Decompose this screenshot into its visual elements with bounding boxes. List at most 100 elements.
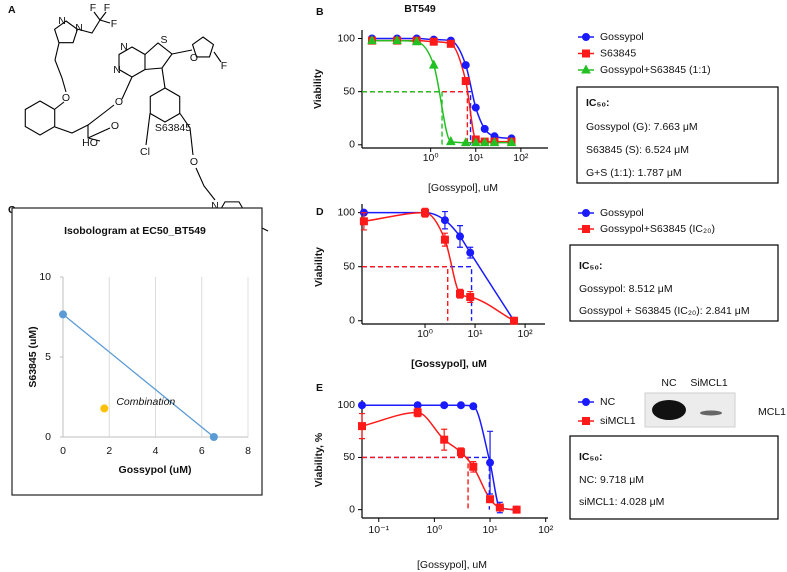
data-point	[479, 137, 490, 147]
bond	[191, 36, 215, 58]
x-tick-label: 10¹	[468, 152, 484, 164]
data-point	[506, 137, 517, 147]
legend-label: Gossypol+S63845 (1:1)	[600, 64, 711, 76]
atom-label: N	[58, 15, 66, 27]
chart-title: BT549	[404, 3, 436, 15]
bond	[53, 20, 79, 44]
atom-label: N	[120, 41, 128, 53]
chart-frame	[11, 207, 263, 496]
x-tick-label: 10¹	[467, 328, 483, 340]
atom-label: HO	[82, 137, 98, 149]
blot-target-label: MCL1	[758, 406, 786, 418]
data-point	[470, 137, 481, 147]
y-tick-label: 50	[343, 451, 355, 463]
ic50-box	[576, 86, 779, 184]
data-point	[358, 401, 366, 410]
x-tick-label: 10⁰	[423, 152, 439, 164]
x-axis-label: [Gossypol], uM	[411, 358, 487, 370]
data-point	[460, 137, 471, 147]
atom-label: O	[62, 92, 70, 104]
bond	[99, 11, 107, 21]
legend-label: Gossypol	[600, 31, 644, 43]
data-point	[358, 422, 366, 431]
ic50-box	[569, 435, 779, 520]
panel-label: E	[316, 382, 323, 394]
blot-band	[700, 410, 722, 416]
x-axis-label: [Gossypol], uM	[417, 559, 487, 571]
legend-label: Gossypol	[600, 207, 644, 219]
atom-label: N	[75, 22, 83, 34]
data-point	[421, 208, 430, 217]
bond	[99, 19, 111, 24]
data-point	[461, 77, 470, 86]
compound-name: S63845	[155, 122, 191, 134]
data-point	[392, 35, 402, 45]
data-point	[209, 433, 218, 441]
data-point	[440, 401, 449, 410]
data-point	[466, 248, 475, 257]
atom-label: O	[190, 156, 198, 168]
data-point	[411, 36, 422, 46]
bond	[213, 51, 222, 63]
data-point	[359, 217, 368, 226]
bond	[54, 42, 67, 93]
x-tick-label: 4	[153, 445, 159, 457]
atom-label: F	[111, 18, 117, 30]
legend-label: siMCL1	[600, 415, 636, 427]
bond	[121, 76, 133, 100]
ic50-value: G+S (1:1): 1.787 μM	[586, 167, 682, 179]
x-tick-label: 10²	[538, 524, 554, 536]
x-tick-label: 10²	[513, 152, 529, 164]
bond	[149, 87, 181, 123]
bond	[54, 104, 115, 134]
x-tick-label: 2	[106, 445, 112, 457]
blot-lane-label: NC	[661, 377, 677, 389]
data-point	[461, 61, 470, 70]
data-point	[440, 216, 449, 225]
atom-label: Cl	[140, 146, 150, 158]
data-point	[440, 235, 449, 244]
bond	[54, 101, 65, 110]
data-point	[495, 503, 504, 512]
bond	[145, 113, 151, 146]
panel-label: A	[8, 4, 16, 16]
y-tick-label: 0	[45, 431, 51, 443]
ic50-guide	[362, 90, 472, 145]
x-tick-label: 10²	[517, 328, 533, 340]
legend-marker	[582, 398, 590, 406]
x-axis-label: [Gossypol], uM	[428, 182, 498, 194]
bond	[161, 67, 166, 89]
data-point	[413, 401, 422, 410]
y-tick-label: 0	[349, 139, 355, 151]
atom-label: N	[113, 64, 121, 76]
legend-marker	[582, 417, 590, 425]
ic50-guide	[362, 456, 469, 510]
x-tick-label: 10¹	[482, 524, 498, 536]
x-axis-label: Gossypol (uM)	[119, 464, 192, 476]
bond	[87, 127, 111, 139]
y-tick-label: 5	[45, 351, 51, 363]
legend-marker	[582, 49, 590, 58]
data-point	[413, 408, 422, 417]
data-point	[466, 292, 475, 301]
data-point	[480, 124, 489, 133]
atom-label: O	[111, 120, 119, 132]
x-tick-label: 6	[199, 445, 205, 457]
ic50-value: siMCL1: 4.028 μM	[579, 496, 664, 508]
x-tick-label: 10⁰	[426, 524, 442, 536]
ic50-guide	[362, 90, 443, 145]
legend-marker	[582, 209, 590, 217]
ic50-value: Gossypol: 8.512 μM	[579, 283, 673, 295]
bond	[179, 113, 194, 156]
data-point	[512, 505, 521, 514]
ic50-guide	[362, 266, 473, 321]
ic50-value: Gossypol + S63845 (IC₂₀): 2.841 μM	[579, 305, 750, 317]
x-tick-label: 8	[245, 445, 251, 457]
panel-label: D	[316, 206, 324, 218]
legend-marker	[582, 225, 590, 233]
data-point	[486, 495, 495, 504]
y-tick-label: 0	[349, 503, 355, 515]
ic50-value: S63845 (S): 6.524 μM	[586, 144, 689, 156]
atom-label: N	[211, 200, 219, 212]
